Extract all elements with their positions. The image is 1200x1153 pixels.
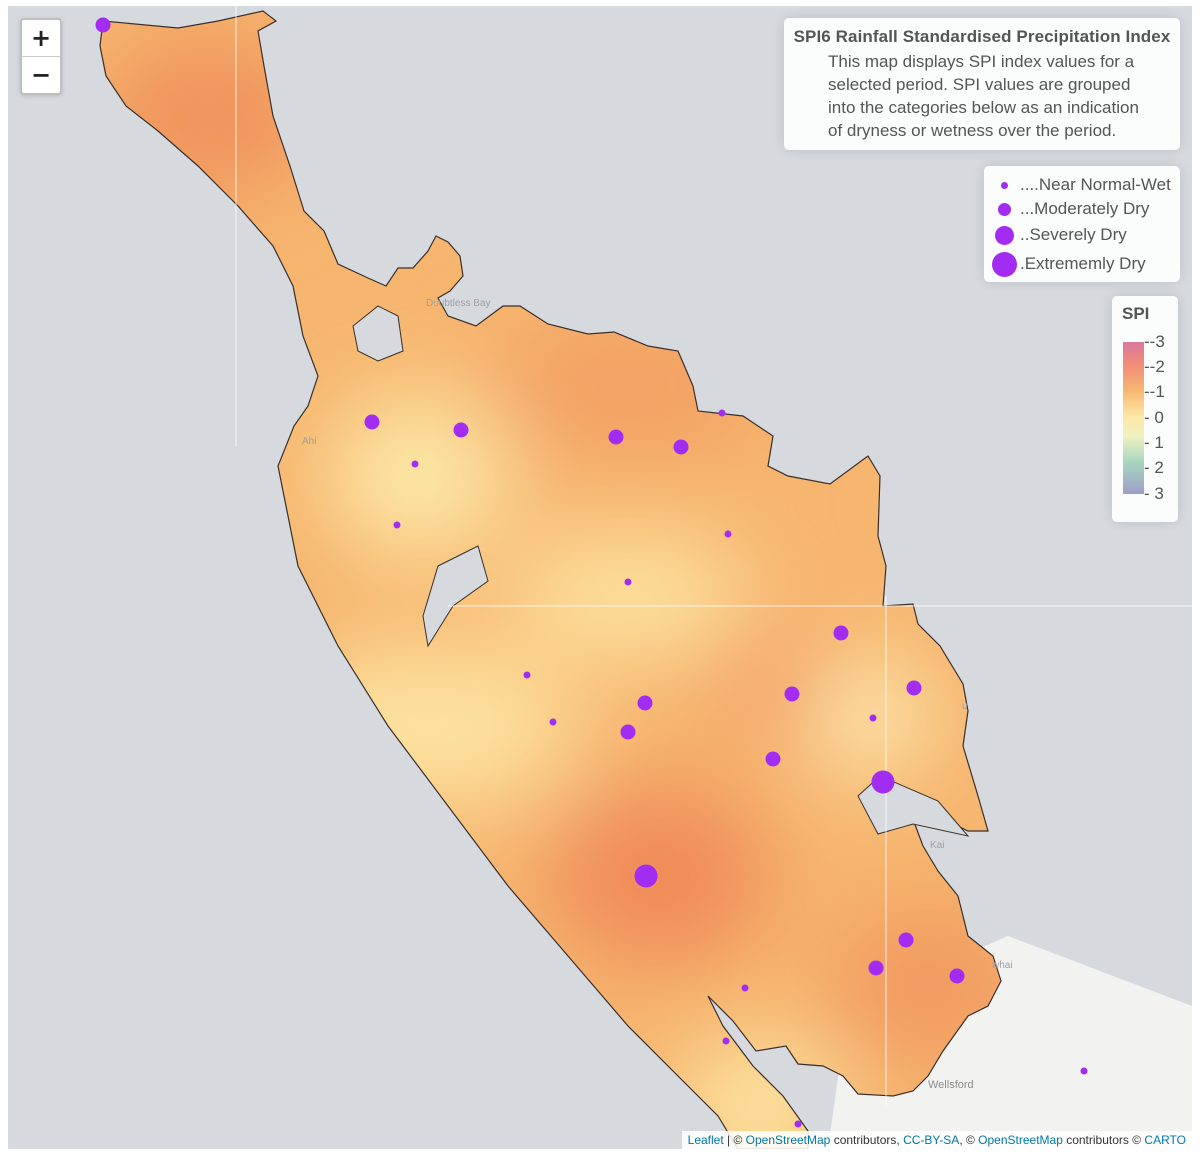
station-marker[interactable] [364, 414, 380, 430]
spi-legend-tick: --2 [1144, 357, 1165, 376]
spi-legend-tick: --3 [1144, 332, 1165, 351]
info-title: SPI6 Rainfall Standardised Precipitation… [793, 27, 1171, 46]
label-kai: Kai [930, 840, 944, 851]
station-marker[interactable] [393, 521, 401, 529]
info-description: This map displays SPI index values for a… [828, 52, 1139, 140]
station-marker[interactable] [718, 409, 726, 417]
size-legend-item: ...Moderately Dry [984, 196, 1149, 222]
spi-color-ramp [1123, 342, 1144, 494]
station-marker[interactable] [634, 864, 658, 888]
station-marker[interactable] [906, 680, 922, 696]
station-markers [95, 17, 1088, 1128]
attribution-text: contributors © [1062, 1133, 1145, 1147]
station-marker[interactable] [620, 724, 636, 740]
circle-icon [994, 225, 1014, 245]
station-marker[interactable] [871, 770, 895, 794]
station-marker[interactable] [724, 530, 732, 538]
leaflet-link[interactable]: Leaflet [687, 1133, 724, 1147]
spi-legend: SPI --3 --2 --1 - 0 - 1 - 2 - 3 [1112, 296, 1178, 522]
label-doubtless-bay: Doubtless Bay [426, 298, 490, 309]
station-marker[interactable] [898, 932, 914, 948]
spi-legend-tick: --1 [1144, 382, 1165, 401]
size-legend-label: .Extrememly Dry [1020, 254, 1146, 273]
label-ahi: Ahi [302, 436, 316, 447]
station-marker[interactable] [833, 625, 849, 641]
station-marker[interactable] [1080, 1067, 1088, 1075]
circle-icon [1000, 181, 1008, 189]
spi-legend-tick: - 3 [1144, 484, 1164, 503]
station-marker[interactable] [741, 984, 749, 992]
station-marker[interactable] [949, 968, 965, 984]
station-marker[interactable] [673, 439, 689, 455]
attribution-text: , © [959, 1133, 979, 1147]
station-marker[interactable] [608, 429, 624, 445]
station-marker[interactable] [868, 960, 884, 976]
size-legend-item: .Extrememly Dry [984, 251, 1146, 277]
size-legend-label: ....Near Normal-Wet [1020, 175, 1171, 194]
attribution: Leaflet | © OpenStreetMap contributors, … [681, 1131, 1192, 1149]
spi-legend-title: SPI [1122, 304, 1150, 323]
zoom-in-button[interactable]: + [30, 24, 52, 52]
station-marker[interactable] [869, 714, 877, 722]
info-panel: SPI6 Rainfall Standardised Precipitation… [784, 18, 1180, 150]
carto-link[interactable]: CARTO [1144, 1133, 1186, 1147]
attribution-text: | © [723, 1133, 746, 1147]
label-u: u [962, 701, 968, 712]
map-container[interactable]: Doubtless Bay Wellsford Ahi Kai u whai [8, 6, 1192, 1149]
circle-icon [997, 202, 1011, 216]
cc-by-sa-link[interactable]: CC-BY-SA [903, 1133, 960, 1147]
zoom-control: + − [20, 18, 62, 95]
size-legend-label: ..Severely Dry [1020, 225, 1127, 244]
station-marker[interactable] [637, 695, 653, 711]
label-whai: whai [991, 960, 1013, 971]
station-marker[interactable] [453, 422, 469, 438]
osm-link[interactable]: OpenStreetMap [978, 1133, 1063, 1147]
spi-legend-tick: - 2 [1144, 458, 1164, 477]
station-marker[interactable] [624, 578, 632, 586]
attribution-text: contributors, [830, 1133, 904, 1147]
station-marker[interactable] [722, 1037, 730, 1045]
zoom-out-button[interactable]: − [22, 56, 60, 93]
doubtless-bay-inlet [352, 305, 404, 362]
spi-legend-tick: - 0 [1144, 408, 1164, 427]
station-marker[interactable] [784, 686, 800, 702]
spi-legend-tick: - 1 [1144, 433, 1164, 452]
station-marker[interactable] [523, 671, 531, 679]
size-legend-item: ..Severely Dry [984, 222, 1127, 248]
station-marker[interactable] [95, 17, 111, 33]
station-marker[interactable] [765, 751, 781, 767]
size-legend-item: ....Near Normal-Wet [984, 172, 1171, 198]
size-legend: ....Near Normal-Wet ...Moderately Dry ..… [984, 166, 1180, 282]
circle-icon [991, 251, 1017, 277]
station-marker[interactable] [411, 460, 419, 468]
osm-link[interactable]: OpenStreetMap [745, 1133, 831, 1147]
station-marker[interactable] [549, 718, 557, 726]
label-wellsford: Wellsford [928, 1079, 974, 1091]
station-marker[interactable] [794, 1120, 802, 1128]
size-legend-label: ...Moderately Dry [1020, 199, 1150, 218]
